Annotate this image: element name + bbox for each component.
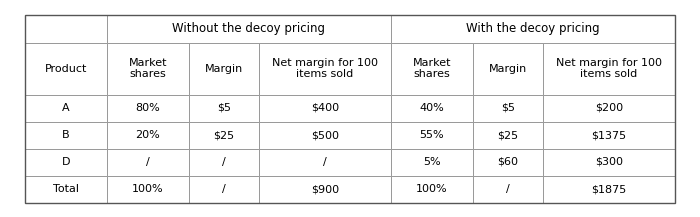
Text: $500: $500: [311, 130, 339, 140]
Text: Margin: Margin: [205, 64, 243, 74]
Text: $1375: $1375: [592, 130, 626, 140]
Bar: [473, 94, 543, 122]
Text: Net margin for 100
items sold: Net margin for 100 items sold: [556, 58, 662, 79]
Text: /: /: [146, 157, 150, 167]
Text: $60: $60: [498, 157, 519, 167]
Bar: [543, 176, 675, 202]
Text: 100%: 100%: [416, 184, 448, 194]
Bar: [543, 148, 675, 176]
Text: 55%: 55%: [420, 130, 444, 140]
Bar: [25, 94, 107, 122]
Text: /: /: [222, 184, 226, 194]
Text: 20%: 20%: [136, 130, 160, 140]
Text: 5%: 5%: [424, 157, 441, 167]
Bar: [189, 122, 259, 148]
Text: Margin: Margin: [489, 64, 527, 74]
Text: $25: $25: [498, 130, 519, 140]
Bar: [25, 176, 107, 202]
Text: A: A: [62, 103, 70, 113]
Bar: [107, 122, 189, 148]
Bar: [543, 122, 675, 148]
Bar: [107, 15, 391, 43]
Bar: [473, 176, 543, 202]
Bar: [259, 43, 391, 94]
Text: $5: $5: [501, 103, 515, 113]
Text: Total: Total: [53, 184, 79, 194]
Bar: [259, 176, 391, 202]
Text: /: /: [323, 157, 327, 167]
Bar: [391, 176, 473, 202]
Text: $25: $25: [214, 130, 235, 140]
Bar: [189, 43, 259, 94]
Bar: [543, 94, 675, 122]
Bar: [189, 94, 259, 122]
Text: 40%: 40%: [419, 103, 445, 113]
Text: D: D: [62, 157, 70, 167]
Text: Market
shares: Market shares: [413, 58, 452, 79]
Bar: [391, 15, 675, 43]
Bar: [473, 43, 543, 94]
Text: 100%: 100%: [132, 184, 164, 194]
Bar: [259, 94, 391, 122]
Text: $1875: $1875: [592, 184, 626, 194]
Bar: [391, 122, 473, 148]
Bar: [107, 148, 189, 176]
Text: $5: $5: [217, 103, 231, 113]
Bar: [25, 15, 107, 43]
Bar: [391, 148, 473, 176]
Text: /: /: [506, 184, 510, 194]
Bar: [391, 94, 473, 122]
Text: With the decoy pricing: With the decoy pricing: [466, 22, 600, 35]
Bar: [25, 43, 107, 94]
Bar: [107, 94, 189, 122]
Bar: [259, 148, 391, 176]
Bar: [107, 43, 189, 94]
Text: Net margin for 100
items sold: Net margin for 100 items sold: [272, 58, 378, 79]
Text: Without the decoy pricing: Without the decoy pricing: [172, 22, 326, 35]
Text: B: B: [62, 130, 70, 140]
Bar: [543, 43, 675, 94]
Bar: [189, 176, 259, 202]
Text: Product: Product: [45, 64, 88, 74]
Bar: [107, 176, 189, 202]
Text: /: /: [222, 157, 226, 167]
Text: Market
shares: Market shares: [129, 58, 167, 79]
Bar: [25, 15, 675, 202]
Bar: [189, 148, 259, 176]
Bar: [25, 148, 107, 176]
Bar: [391, 43, 473, 94]
Bar: [473, 122, 543, 148]
Bar: [473, 148, 543, 176]
Bar: [25, 122, 107, 148]
Text: $200: $200: [595, 103, 623, 113]
Text: $300: $300: [595, 157, 623, 167]
Bar: [259, 122, 391, 148]
Text: $400: $400: [311, 103, 339, 113]
Text: $900: $900: [311, 184, 339, 194]
Text: 80%: 80%: [136, 103, 160, 113]
